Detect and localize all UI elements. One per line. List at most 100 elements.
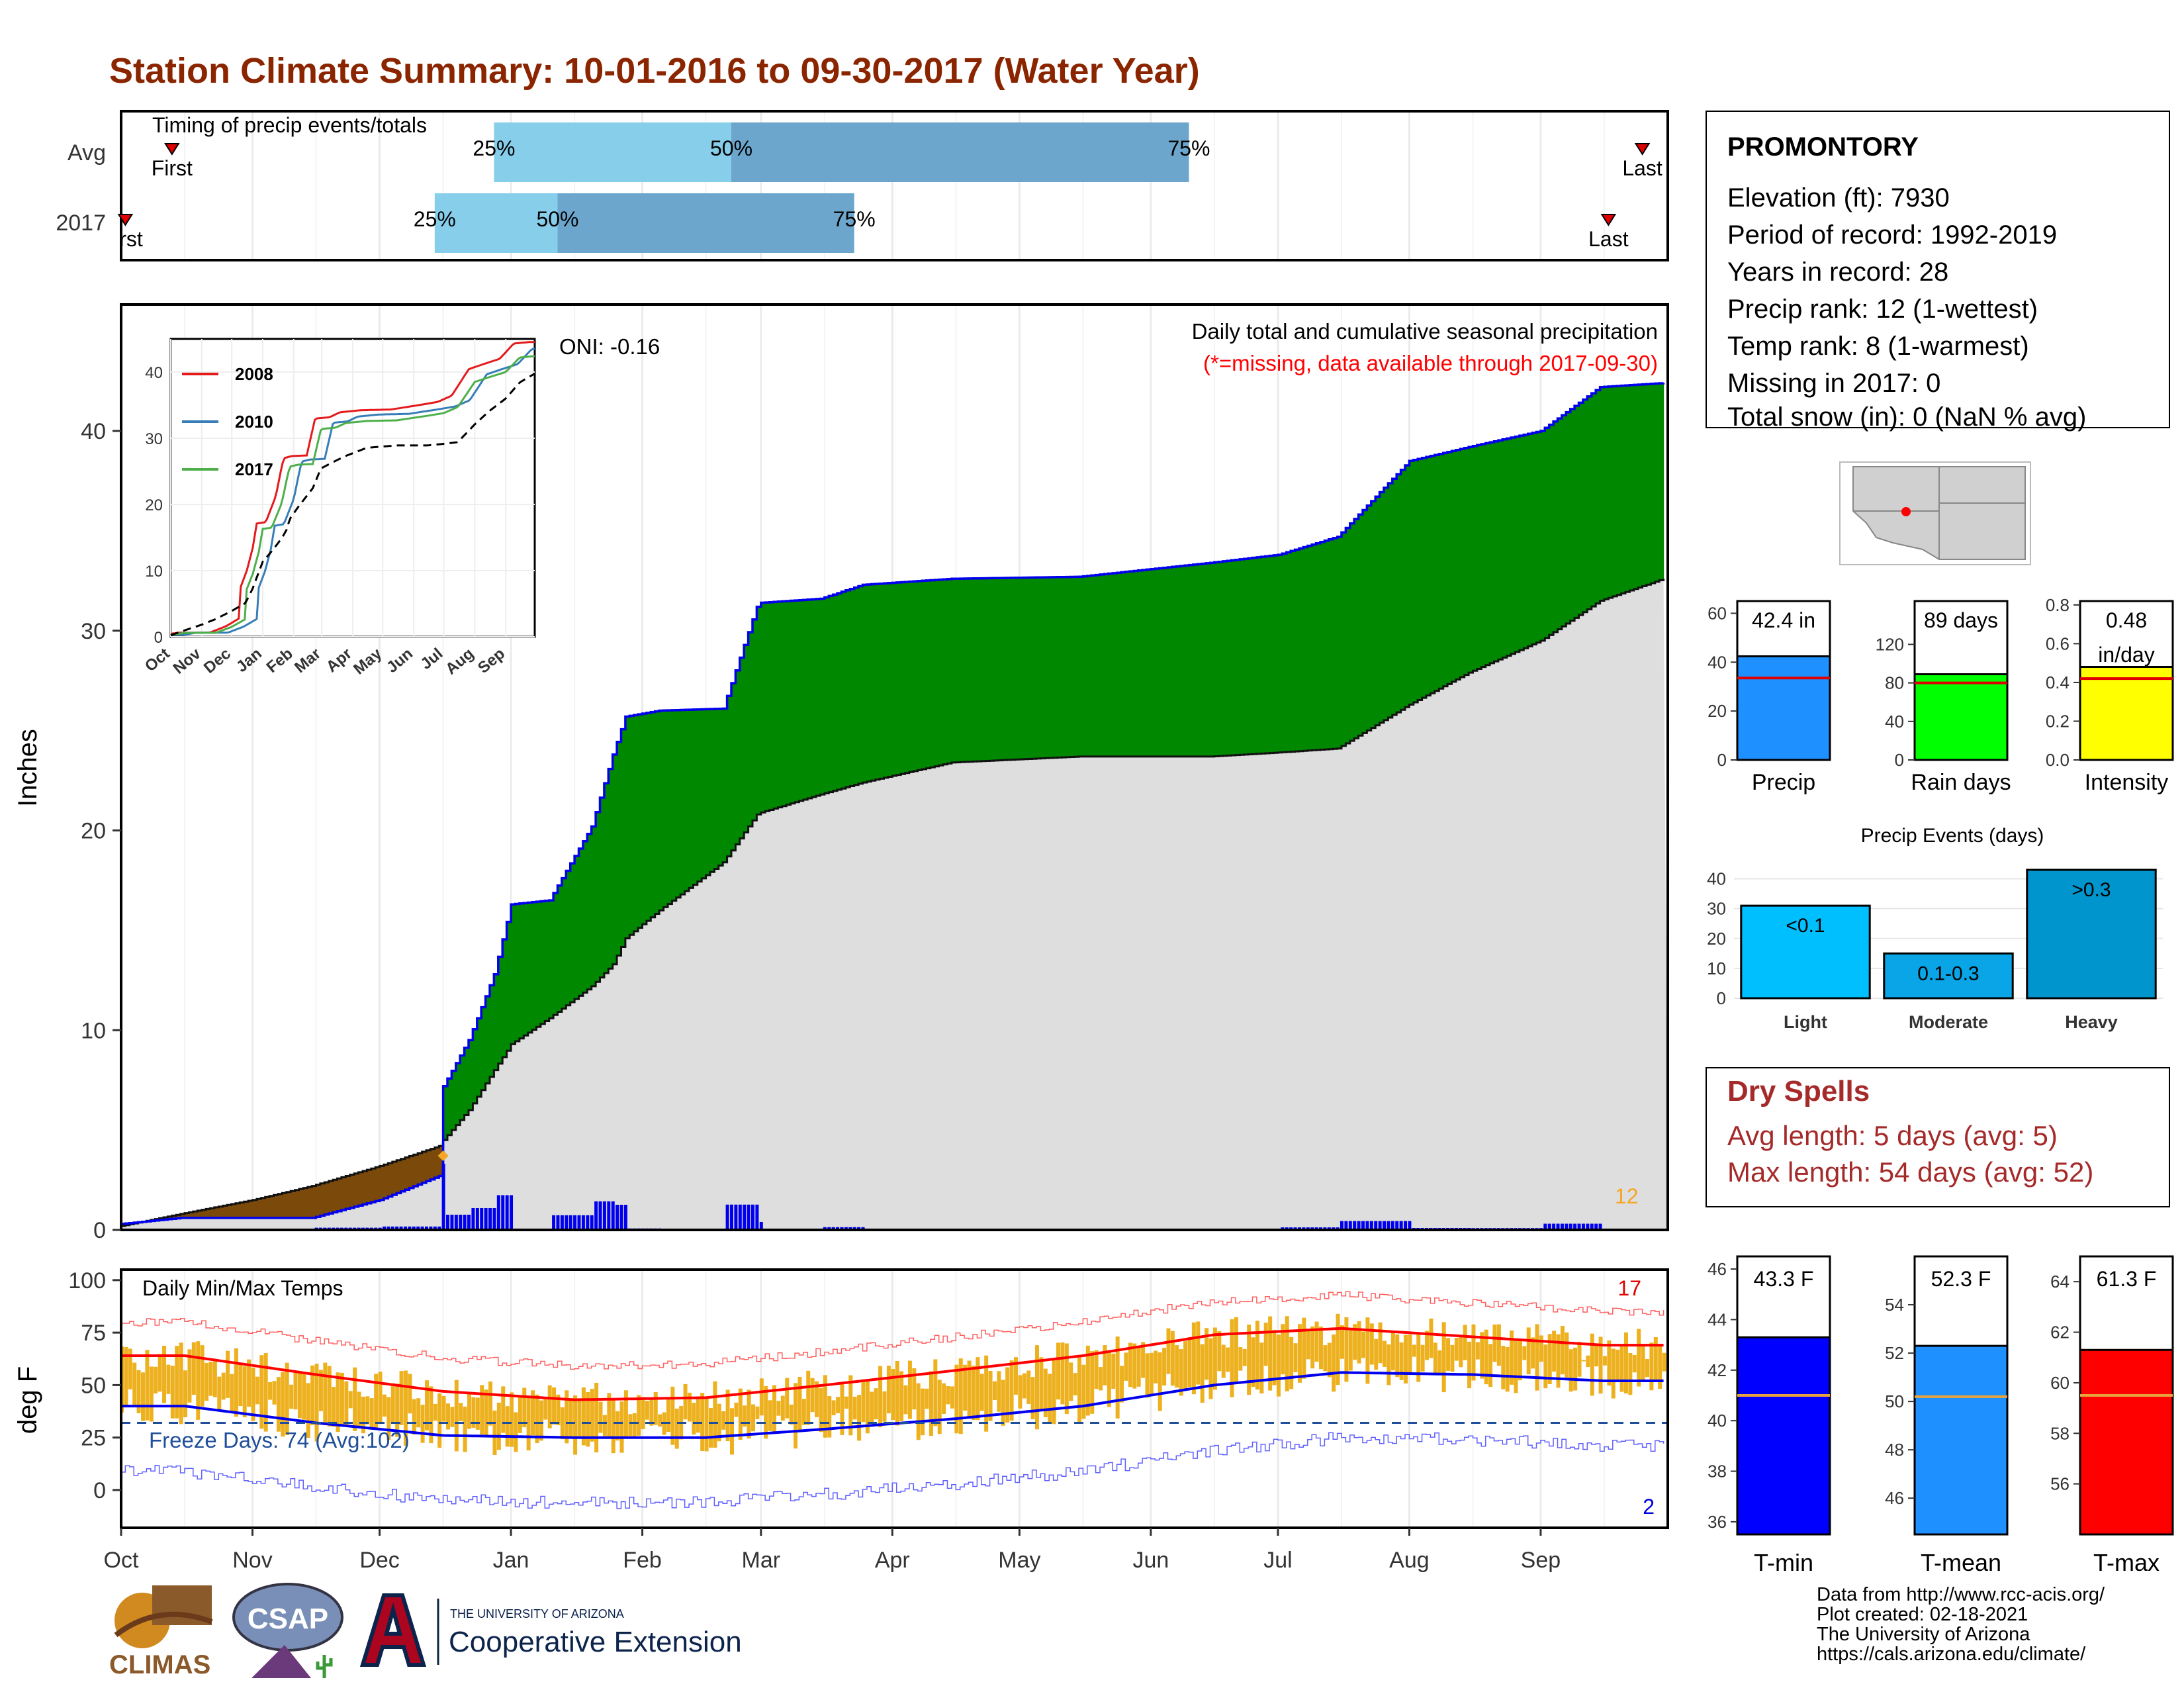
daily-precip-bar bbox=[446, 1215, 450, 1230]
daily-temp-range bbox=[1433, 1342, 1437, 1376]
daily-temp-range bbox=[1090, 1351, 1095, 1414]
departure-band bbox=[532, 902, 537, 1030]
daily-temp-range bbox=[916, 1383, 921, 1440]
departure-band bbox=[1655, 383, 1660, 582]
departure-band bbox=[646, 712, 651, 921]
daily-temp-range bbox=[674, 1408, 679, 1449]
departure-band bbox=[511, 904, 516, 1045]
daily-precip-bar bbox=[1369, 1221, 1373, 1230]
month-label: May bbox=[998, 1548, 1040, 1573]
daily-temp-range bbox=[1128, 1342, 1132, 1387]
precip-events-chart: Precip Events (days) 010203040<0.1Light0… bbox=[1707, 825, 2163, 1032]
daily-temp-range bbox=[1060, 1342, 1065, 1405]
daily-temp-range bbox=[1565, 1332, 1569, 1378]
mini-tick-label: 120 bbox=[1876, 634, 1904, 654]
month-label: Aug bbox=[1389, 1548, 1430, 1573]
daily-temp-range bbox=[819, 1387, 823, 1432]
departure-band bbox=[354, 1173, 359, 1207]
daily-temp-range bbox=[780, 1395, 785, 1421]
departure-band bbox=[167, 1216, 173, 1219]
departure-band bbox=[345, 1176, 351, 1209]
csap-cactus-icon bbox=[316, 1655, 333, 1678]
daily-temp-range bbox=[1191, 1322, 1196, 1395]
logo-strip: CLIMAS CSAP THE UNIVERSITY OF ARIZONA Co… bbox=[109, 1583, 742, 1679]
daily-temp-range bbox=[259, 1355, 264, 1429]
daily-temp-range bbox=[958, 1358, 963, 1434]
station-line: Total snow (in): 0 (NaN % avg) bbox=[1727, 402, 2086, 432]
temp-bar-value: 61.3 F bbox=[2097, 1267, 2157, 1291]
daily-precip-bar bbox=[403, 1226, 407, 1230]
departure-band bbox=[1185, 565, 1190, 757]
station-line: Missing in 2017: 0 bbox=[1727, 369, 1940, 398]
departure-band bbox=[1036, 577, 1041, 759]
daily-temp-range bbox=[785, 1378, 790, 1419]
daily-temp-range bbox=[1013, 1357, 1018, 1395]
daily-temp-range bbox=[683, 1383, 688, 1420]
departure-band bbox=[1134, 571, 1139, 757]
event-bar-label: <0.1 bbox=[1786, 915, 1825, 937]
departure-band bbox=[1388, 483, 1393, 718]
daily-precip-bar bbox=[1594, 1223, 1598, 1230]
daily-temp-range bbox=[200, 1345, 205, 1407]
departure-band bbox=[1532, 432, 1537, 645]
temp-tick-label: 48 bbox=[1885, 1440, 1904, 1460]
daily-temp-range bbox=[1547, 1334, 1552, 1384]
departure-band bbox=[905, 582, 910, 773]
departure-band bbox=[1582, 399, 1588, 612]
daily-precip-bar bbox=[496, 1195, 500, 1230]
daily-temp-range bbox=[314, 1364, 319, 1442]
departure-band bbox=[1354, 518, 1359, 739]
daily-temp-range bbox=[1628, 1352, 1633, 1395]
departure-band bbox=[1104, 574, 1109, 757]
departure-band bbox=[1074, 577, 1079, 757]
daily-temp-range bbox=[1416, 1333, 1421, 1382]
departure-band bbox=[286, 1192, 291, 1218]
daily-precip-bar bbox=[1556, 1223, 1560, 1230]
departure-band bbox=[629, 716, 635, 935]
departure-band bbox=[1422, 457, 1427, 698]
q75-label: 75% bbox=[1167, 136, 1210, 160]
departure-band bbox=[1044, 577, 1050, 759]
daily-temp-range bbox=[1026, 1370, 1031, 1404]
daily-temp-range bbox=[471, 1397, 476, 1428]
departure-band bbox=[1612, 386, 1617, 596]
daily-temp-range bbox=[1383, 1340, 1387, 1367]
daily-temp-range bbox=[751, 1404, 756, 1432]
max-daily-count: 12 bbox=[1615, 1184, 1639, 1208]
daily-temp-range bbox=[954, 1364, 959, 1434]
quartile-bar-50-75 bbox=[731, 122, 1189, 182]
departure-band bbox=[829, 596, 834, 792]
daily-temp-range bbox=[772, 1385, 777, 1433]
departure-band bbox=[896, 582, 901, 775]
departure-band bbox=[1312, 544, 1317, 751]
departure-band bbox=[1600, 387, 1605, 601]
daily-temp-range bbox=[1005, 1367, 1010, 1423]
daily-temp-range bbox=[1361, 1331, 1366, 1358]
daily-temp-range bbox=[797, 1376, 802, 1430]
departure-band bbox=[1396, 474, 1402, 713]
departure-band bbox=[227, 1205, 232, 1218]
departure-band bbox=[1578, 402, 1584, 616]
departure-band bbox=[358, 1172, 363, 1206]
daily-temp-range bbox=[666, 1397, 670, 1432]
daily-temp-range bbox=[1420, 1344, 1425, 1372]
temp-tick-label: 42 bbox=[1707, 1360, 1727, 1380]
daily-temp-range bbox=[1586, 1355, 1590, 1368]
departure-band bbox=[485, 996, 490, 1084]
departure-band bbox=[1028, 577, 1033, 759]
departure-band bbox=[1282, 553, 1287, 753]
y-tick-label: 75 bbox=[81, 1321, 106, 1346]
daily-temp-range bbox=[1069, 1362, 1073, 1401]
daily-precip-bar bbox=[1573, 1223, 1577, 1230]
departure-band bbox=[735, 670, 741, 845]
daily-temp-range bbox=[1573, 1347, 1578, 1391]
departure-band bbox=[651, 712, 656, 917]
mini-tick-label: 0 bbox=[1717, 750, 1727, 770]
daily-temp-range bbox=[1166, 1328, 1171, 1374]
departure-band bbox=[298, 1189, 304, 1218]
daily-temp-range bbox=[1238, 1347, 1243, 1371]
departure-band bbox=[527, 902, 533, 1033]
departure-band bbox=[362, 1170, 367, 1205]
daily-temp-range bbox=[348, 1391, 353, 1409]
departure-band bbox=[1621, 385, 1626, 594]
